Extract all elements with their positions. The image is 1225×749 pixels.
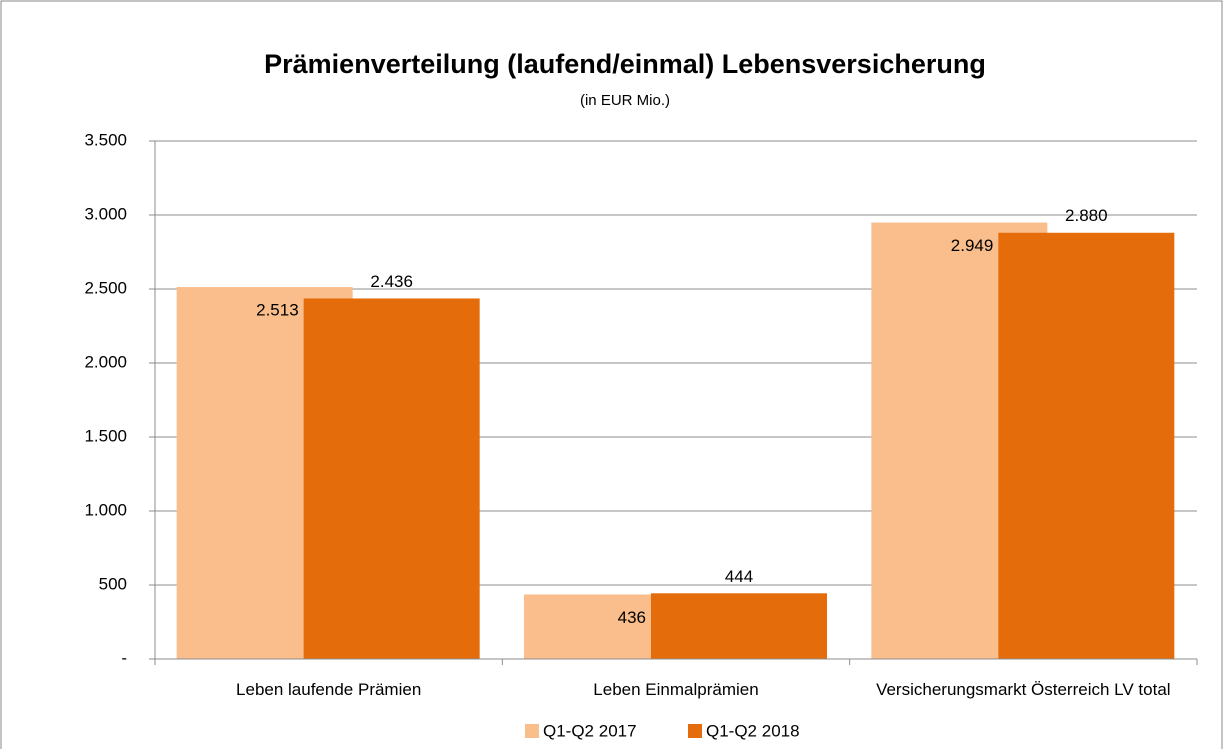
data-label: 2.513 xyxy=(256,301,299,320)
legend-label: Q1-Q2 2018 xyxy=(706,721,800,740)
y-tick-label: - xyxy=(121,648,127,667)
bar xyxy=(303,298,480,659)
x-tick-label: Versicherungsmarkt Österreich LV total xyxy=(876,680,1171,699)
y-tick-label: 500 xyxy=(99,574,127,593)
bar xyxy=(998,232,1175,659)
y-tick-label: 2.000 xyxy=(84,352,127,371)
legend-swatch xyxy=(525,724,539,738)
bar xyxy=(651,593,827,659)
chart-subtitle: (in EUR Mio.) xyxy=(580,92,670,109)
legend-label: Q1-Q2 2017 xyxy=(543,721,637,740)
y-tick-label: 2.500 xyxy=(84,278,127,297)
y-tick-label: 3.500 xyxy=(84,130,127,149)
data-label: 444 xyxy=(725,567,753,586)
data-label: 2.880 xyxy=(1065,206,1108,225)
chart-title: Prämienverteilung (laufend/einmal) Leben… xyxy=(264,49,986,79)
x-tick-label: Leben Einmalprämien xyxy=(593,680,759,699)
legend-swatch xyxy=(688,724,702,738)
data-label: 436 xyxy=(618,608,646,627)
data-label: 2.436 xyxy=(370,272,413,291)
y-tick-label: 1.000 xyxy=(84,500,127,519)
data-label: 2.949 xyxy=(951,236,994,255)
y-tick-label: 3.000 xyxy=(84,204,127,223)
x-tick-label: Leben laufende Prämien xyxy=(236,680,422,699)
y-tick-label: 1.500 xyxy=(84,426,127,445)
